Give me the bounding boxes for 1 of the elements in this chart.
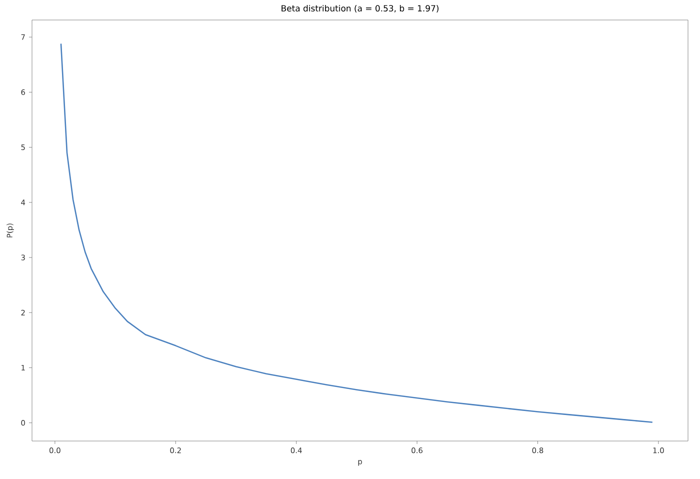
chart-title: Beta distribution (a = 0.53, b = 1.97) bbox=[282, 4, 438, 12]
